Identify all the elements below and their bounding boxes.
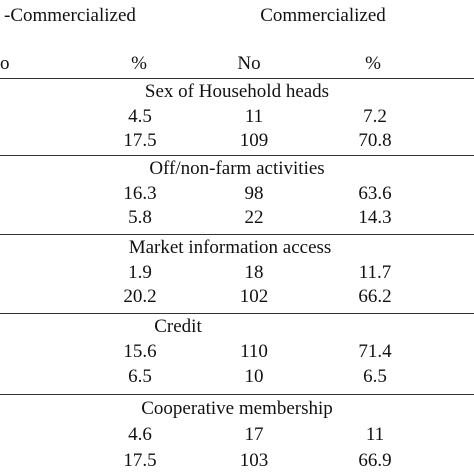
section-title: Market information access [128, 237, 332, 258]
section-title: Off/non-farm activities [149, 158, 325, 179]
cell-pct-commercialized: 70.8 [358, 130, 392, 151]
cell-pct-commercialized: 7.2 [363, 106, 387, 127]
col-header-no-left: o [0, 53, 10, 74]
cell-pct-noncommercialized: 6.5 [128, 366, 152, 387]
group-header-non-commercialized: -Commercialized [4, 5, 136, 26]
cell-pct-noncommercialized: 17.5 [123, 450, 157, 471]
cell-pct-commercialized: 14.3 [358, 207, 392, 228]
cell-pct-commercialized: 66.9 [358, 450, 392, 471]
cell-no-commercialized: 18 [244, 262, 264, 283]
cell-no-commercialized: 11 [244, 106, 264, 127]
cell-no-commercialized: 98 [244, 183, 264, 204]
cell-pct-noncommercialized: 1.9 [128, 262, 152, 283]
section-title: Cooperative membership [141, 398, 333, 419]
cell-pct-noncommercialized: 17.5 [123, 130, 157, 151]
section-title: Sex of Household heads [144, 81, 330, 102]
cell-pct-commercialized: 11.7 [358, 262, 392, 283]
section-rule [0, 394, 474, 395]
cell-no-commercialized: 103 [239, 450, 269, 471]
cell-pct-commercialized: 6.5 [363, 366, 387, 387]
group-header-commercialized: Commercialized [260, 5, 386, 26]
cell-no-commercialized: 10 [244, 366, 264, 387]
cell-pct-noncommercialized: 20.2 [123, 286, 157, 307]
cell-no-commercialized: 102 [239, 286, 269, 307]
cell-no-commercialized: 110 [240, 341, 268, 362]
cell-pct-noncommercialized: 5.8 [128, 207, 152, 228]
col-header-pct-left: % [131, 53, 147, 74]
col-header-no-right: No [237, 53, 261, 74]
cell-no-commercialized: 109 [239, 130, 269, 151]
cell-pct-commercialized: 71.4 [358, 341, 392, 362]
cell-pct-noncommercialized: 4.5 [128, 106, 152, 127]
col-header-pct-right: % [365, 53, 381, 74]
cell-pct-commercialized: 66.2 [358, 286, 392, 307]
cell-pct-commercialized: 11 [365, 424, 385, 445]
section-rule [0, 155, 474, 156]
section-title: Credit [154, 316, 202, 337]
cell-pct-noncommercialized: 15.6 [123, 341, 157, 362]
cell-no-commercialized: 22 [244, 207, 264, 228]
section-rule [0, 234, 474, 235]
cell-no-commercialized: 17 [244, 424, 264, 445]
header-rule [0, 78, 474, 79]
cell-pct-noncommercialized: 4.6 [128, 424, 152, 445]
section-rule [0, 313, 474, 314]
cell-pct-commercialized: 63.6 [358, 183, 392, 204]
cell-pct-noncommercialized: 16.3 [123, 183, 157, 204]
